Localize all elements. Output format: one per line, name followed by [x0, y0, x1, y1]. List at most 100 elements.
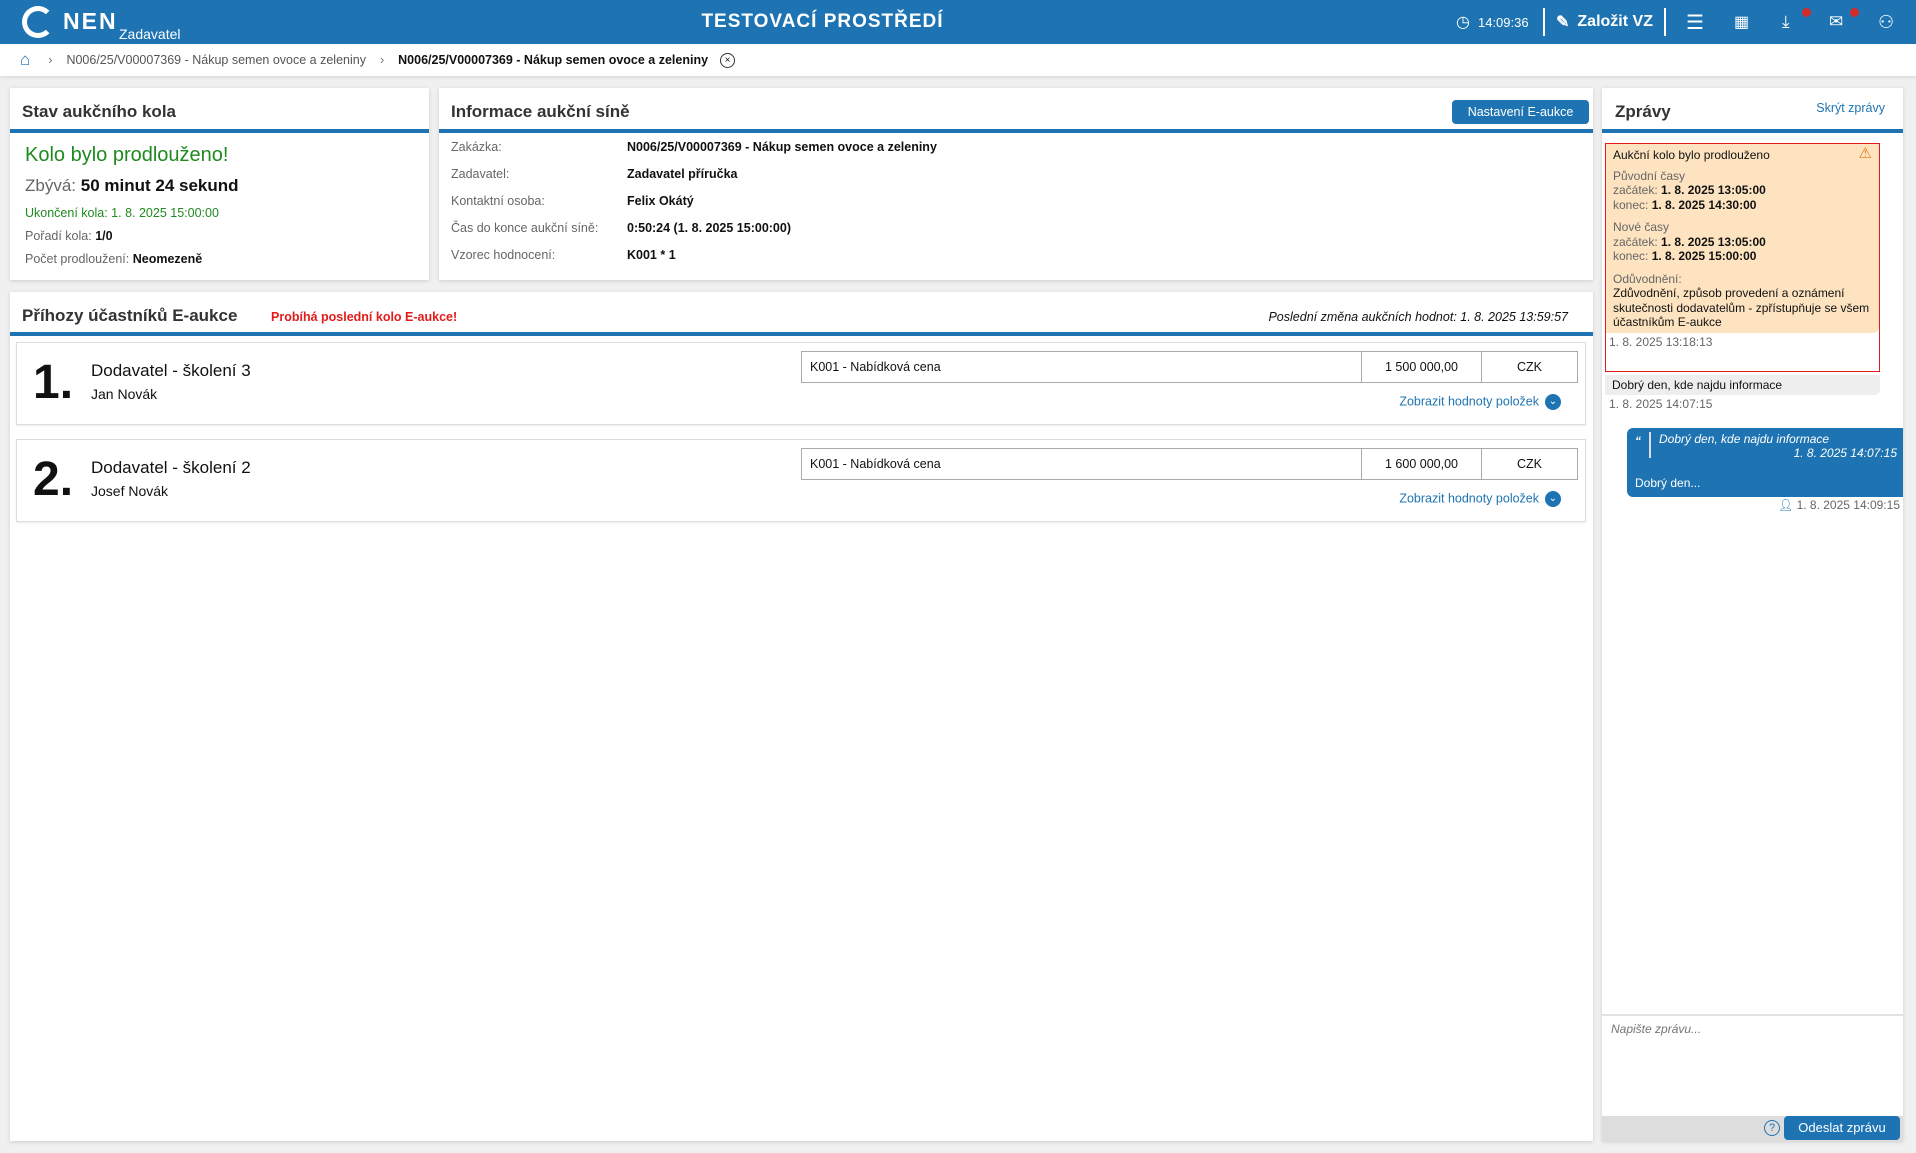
bid-card: 2. Dodavatel - školení 2 Josef Novák K00… — [16, 439, 1586, 522]
close-icon[interactable]: × — [720, 52, 736, 68]
panel-title: Příhozy účastníků E-aukce — [22, 306, 238, 325]
supplier-name: Dodavatel - školení 2 — [91, 458, 251, 477]
new-times-label: Nové časy — [1613, 220, 1670, 234]
divider — [439, 129, 1593, 133]
end-label: konec: — [1613, 197, 1649, 212]
round-end: Ukončení kola: 1. 8. 2025 15:00:00 — [25, 206, 219, 220]
hide-messages-link[interactable]: Skrýt zprávy — [1816, 101, 1885, 115]
round-status-panel: Stav aukčního kola Kolo bylo prodlouženo… — [10, 88, 429, 280]
supplier-name: Dodavatel - školení 3 — [91, 361, 251, 380]
remaining-label: Zbývá: — [25, 176, 77, 195]
end-value: 1. 8. 2025 15:00:00 — [111, 206, 219, 220]
new-end: 1. 8. 2025 15:00:00 — [1651, 249, 1757, 263]
reason-text: Zdůvodnění, způsob provedení a oznámení … — [1613, 286, 1870, 329]
message-input[interactable] — [1602, 1016, 1903, 1116]
remaining-time: Zbývá: 50 minut 24 sekund — [25, 176, 239, 196]
show-items-label: Zobrazit hodnoty položek — [1399, 491, 1539, 506]
currency: CZK — [1517, 457, 1542, 471]
notification-dot — [1802, 8, 1811, 17]
orig-start: 1. 8. 2025 13:05:00 — [1661, 183, 1766, 197]
alert-title: Aukční kolo bylo prodlouženo — [1613, 148, 1770, 162]
message-time: 1. 8. 2025 14:07:15 — [1609, 397, 1713, 411]
messages-panel: Zprávy Skrýt zprávy Aukční kolo bylo pro… — [1602, 88, 1903, 1141]
user-icon[interactable]: ⚇ — [1878, 11, 1895, 32]
info-label: Zadavatel: — [451, 167, 510, 181]
incoming-message: Dobrý den, kde najdu informace — [1605, 375, 1880, 395]
calendar-icon[interactable]: ▦ — [1734, 14, 1750, 31]
breadcrumb-item[interactable]: N006/25/V00007369 - Nákup semen ovoce a … — [66, 53, 366, 67]
clock: ◷ 14:09:36 — [1456, 0, 1529, 44]
round-order: Pořadí kola: 1/0 — [25, 229, 113, 243]
bid-value: 1 500 000,00 — [1362, 352, 1482, 382]
role-label: Zadavatel — [119, 26, 181, 42]
edit-icon: ✎ — [1556, 14, 1570, 31]
bid-table: K001 - Nabídková cena 1 600 000,00 CZK — [801, 448, 1578, 480]
clock-time: 14:09:36 — [1477, 14, 1529, 30]
help-icon[interactable]: ? — [1764, 1120, 1780, 1136]
extension-alert: Aukční kolo bylo prodlouženo ⚠ Původní ča… — [1605, 143, 1880, 372]
quoted-time: 1. 8. 2025 14:07:15 — [1793, 446, 1897, 460]
mail-icon[interactable]: ✉ — [1829, 0, 1859, 44]
home-icon[interactable]: ⌂ — [20, 50, 31, 69]
chevron-right-icon: › — [379, 53, 385, 67]
show-item-values-link[interactable]: Zobrazit hodnoty položek ⌄ — [1399, 491, 1561, 507]
show-items-label: Zobrazit hodnoty položek — [1399, 394, 1539, 409]
send-message-button[interactable]: Odeslat zprávu — [1784, 1116, 1900, 1140]
info-label: Kontaktní osoba: — [451, 194, 545, 208]
chevron-down-icon: ⌄ — [1545, 491, 1561, 507]
criterion: K001 - Nabídková cena — [802, 449, 1362, 479]
last-change: Poslední změna aukčních hodnot: 1. 8. 20… — [1268, 310, 1568, 324]
user-icon: 👤︎ — [1777, 498, 1794, 512]
contact-person: Josef Novák — [91, 483, 169, 499]
info-value: Felix Okátý — [627, 194, 694, 208]
nen-logo-icon[interactable] — [22, 6, 54, 38]
ext-value: Neomezeně — [132, 252, 203, 266]
info-label: Zakázka: — [451, 140, 502, 154]
order-label: Pořadí kola: — [25, 229, 92, 243]
info-value: K001 * 1 — [627, 248, 676, 262]
menu-icon[interactable]: ☰ — [1686, 11, 1704, 34]
extended-headline: Kolo bylo prodlouženo! — [25, 144, 229, 166]
panel-title: Stav aukčního kola — [22, 102, 176, 121]
info-label: Vzorec hodnocení: — [451, 248, 556, 262]
brand-name[interactable]: NEN — [63, 8, 118, 34]
bid-card: 1. Dodavatel - školení 3 Jan Novák K001 … — [16, 342, 1586, 425]
extension-count: Počet prodloužení: Neomezeně — [25, 252, 202, 266]
download-icon[interactable]: ⤓ — [1782, 0, 1811, 44]
remaining-value: 50 minut 24 sekund — [80, 176, 239, 195]
panel-title: Zprávy — [1615, 102, 1671, 121]
environment-label: TESTOVACÍ PROSTŘEDÍ — [701, 11, 944, 32]
info-value: Zadavatel příručka — [627, 167, 738, 181]
create-vz-button[interactable]: ✎ Založit VZ — [1556, 0, 1653, 44]
start-label: začátek: — [1613, 234, 1658, 249]
contact-person: Jan Novák — [91, 386, 158, 402]
auction-settings-button[interactable]: Nastavení E-aukce — [1452, 100, 1589, 124]
new-start: 1. 8. 2025 13:05:00 — [1661, 234, 1766, 249]
quote-icon: “ — [1635, 434, 1641, 448]
info-label: Čas do konce aukční síně: — [451, 221, 599, 235]
divider — [10, 129, 429, 133]
show-item-values-link[interactable]: Zobrazit hodnoty položek ⌄ — [1399, 394, 1561, 410]
message-time: 👤︎ 1. 8. 2025 14:09:15 — [1778, 498, 1900, 512]
currency: CZK — [1517, 360, 1542, 374]
divider — [1602, 1014, 1903, 1016]
panel-title: Informace aukční síně — [451, 102, 630, 121]
divider — [10, 332, 1593, 336]
quoted-text: Dobrý den, kde najdu informace — [1659, 432, 1830, 446]
divider — [1543, 8, 1545, 36]
info-value: N006/25/V00007369 - Nákup semen ovoce a … — [627, 140, 937, 154]
auction-room-info-panel: Informace aukční síně Nastavení E-aukce … — [439, 88, 1593, 280]
reason-label: Odůvodnění: — [1613, 271, 1682, 286]
order-value: 1/0 — [95, 229, 113, 243]
message-time: 1. 8. 2025 13:18:13 — [1609, 334, 1713, 349]
end-label: konec: — [1613, 249, 1649, 263]
chevron-down-icon: ⌄ — [1545, 394, 1561, 410]
end-label: Ukončení kola: — [25, 206, 108, 220]
reply-time: 1. 8. 2025 14:09:15 — [1796, 498, 1900, 512]
start-label: začátek: — [1613, 183, 1658, 197]
clock-icon: ◷ — [1456, 14, 1470, 31]
divider — [1664, 8, 1666, 36]
breadcrumb-item-current: N006/25/V00007369 - Nákup semen ovoce a … — [398, 53, 709, 67]
orig-times-label: Původní časy — [1613, 168, 1686, 183]
reply-text: Dobrý den... — [1635, 476, 1701, 490]
